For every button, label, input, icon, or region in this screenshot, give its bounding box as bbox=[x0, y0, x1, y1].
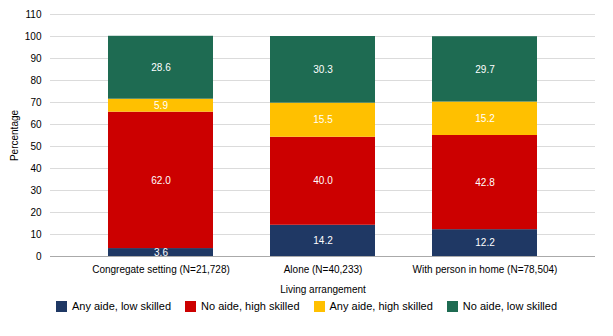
svg-text:40: 40 bbox=[30, 163, 42, 174]
svg-text:100: 100 bbox=[25, 31, 42, 42]
svg-text:30.3: 30.3 bbox=[313, 64, 333, 75]
svg-text:40.0: 40.0 bbox=[313, 175, 333, 186]
html-text:Any aide, high skilled: Any aide, high skilled bbox=[329, 300, 433, 312]
svg-text:3.6: 3.6 bbox=[154, 246, 168, 258]
svg-text:28.6: 28.6 bbox=[151, 62, 171, 73]
svg-text:Alone (N=40,233): Alone (N=40,233) bbox=[284, 264, 363, 275]
html-text:No aide, high skilled: No aide, high skilled bbox=[201, 300, 300, 312]
html-text:Any aide, low skilled: Any aide, low skilled bbox=[72, 300, 171, 312]
svg-text:30: 30 bbox=[30, 185, 42, 196]
svg-text:5.9: 5.9 bbox=[154, 100, 168, 111]
svg-text:60: 60 bbox=[30, 119, 42, 130]
svg-text:15.2: 15.2 bbox=[475, 113, 495, 124]
svg-text:110: 110 bbox=[26, 9, 42, 20]
svg-text:20: 20 bbox=[30, 207, 42, 218]
svg-text:90: 90 bbox=[30, 53, 42, 64]
svg-text:10: 10 bbox=[30, 229, 42, 240]
svg-text:Percentage: Percentage bbox=[9, 109, 20, 161]
svg-text:Living arrangement: Living arrangement bbox=[280, 284, 366, 295]
svg-text:With person in home (N=78,504): With person in home (N=78,504) bbox=[413, 264, 558, 275]
html-text:No aide, low skilled: No aide, low skilled bbox=[462, 300, 557, 312]
svg-text:Congregate setting (N=21,728): Congregate setting (N=21,728) bbox=[92, 264, 230, 275]
svg-text:29.7: 29.7 bbox=[475, 64, 495, 75]
svg-text:42.8: 42.8 bbox=[475, 177, 495, 188]
svg-text:70: 70 bbox=[30, 97, 42, 108]
svg-text:14.2: 14.2 bbox=[313, 235, 333, 246]
svg-text:12.2: 12.2 bbox=[475, 237, 495, 248]
svg-text:62.0: 62.0 bbox=[151, 175, 171, 186]
svg-text:15.5: 15.5 bbox=[313, 114, 333, 125]
svg-text:0: 0 bbox=[36, 251, 42, 262]
svg-text:50: 50 bbox=[30, 141, 42, 152]
svg-text:80: 80 bbox=[30, 75, 42, 86]
